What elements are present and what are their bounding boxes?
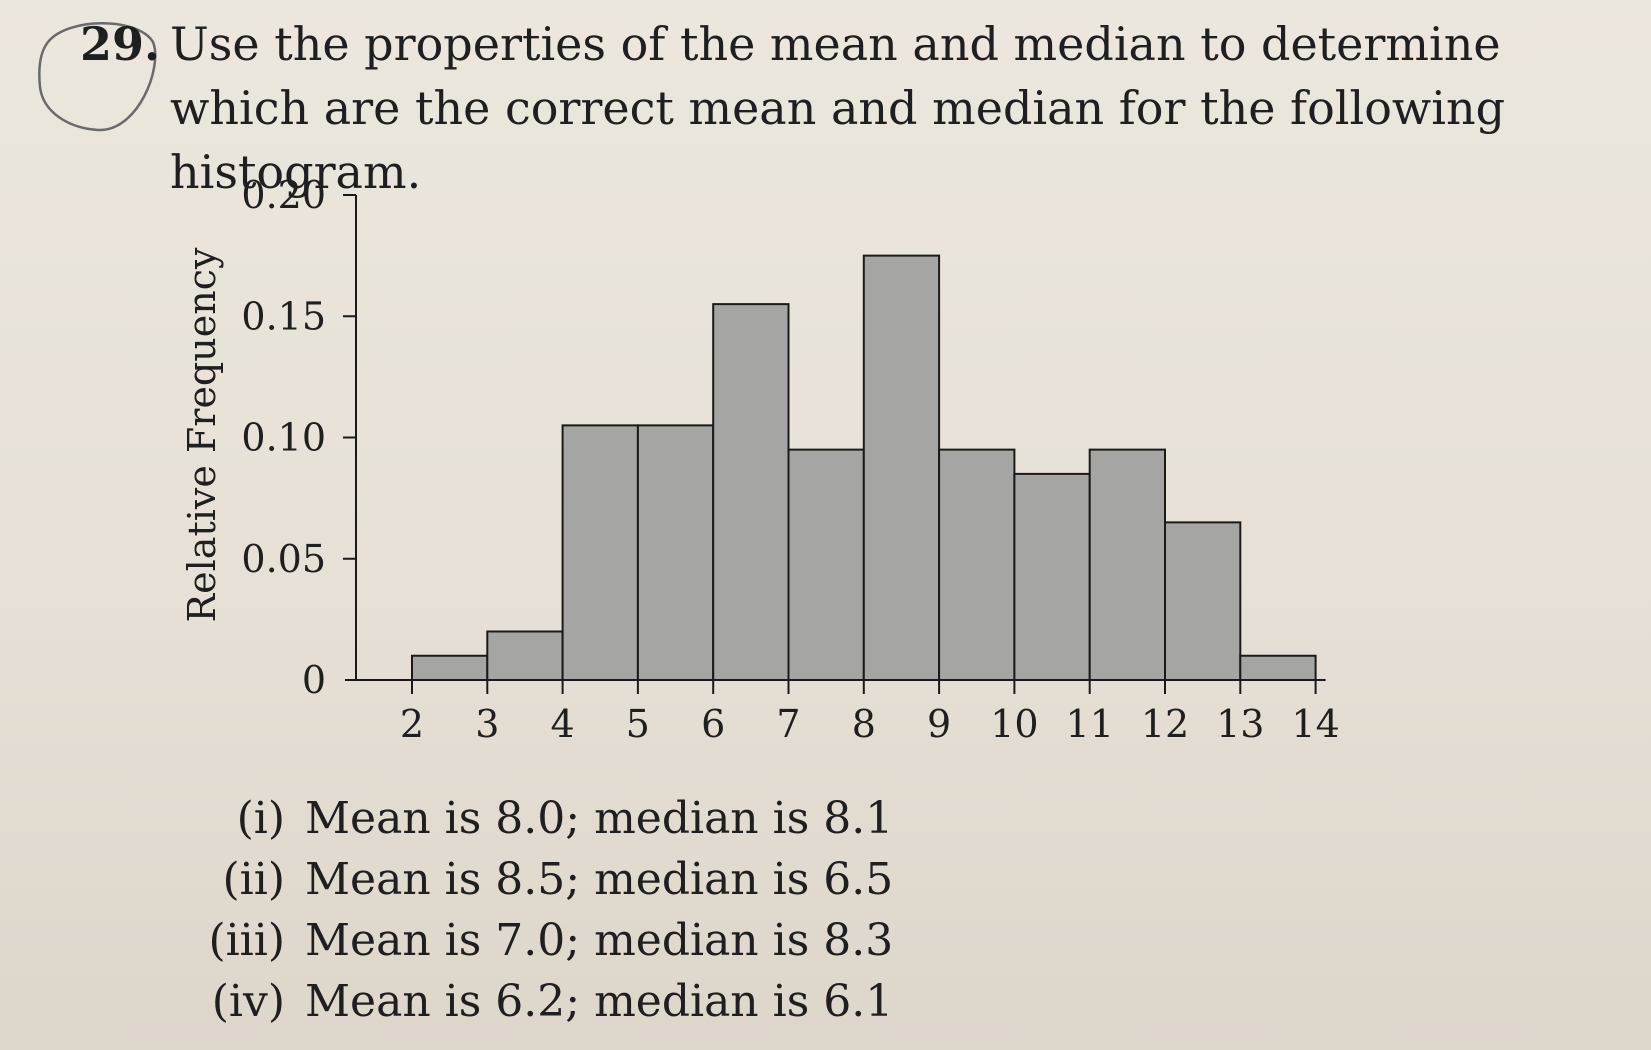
histogram-bars	[411, 254, 1317, 681]
histogram-bar-4-5	[561, 424, 639, 681]
y-tick-label: 0.15	[241, 294, 326, 338]
histogram-bar-12-13	[1164, 521, 1242, 681]
y-tick-label: 0.05	[241, 537, 326, 581]
x-tick-label: 5	[626, 702, 650, 746]
option-text: Mean is 8.0; median is 8.1	[305, 793, 894, 844]
y-tick-label: 0.10	[241, 416, 326, 460]
option-text: Mean is 6.2; median is 6.1	[305, 976, 894, 1027]
histogram-bar-7-8	[787, 448, 865, 681]
chart-axes	[343, 194, 1326, 694]
question-text: Use the properties of the mean and media…	[170, 17, 1506, 199]
histogram-bar-6-7	[712, 303, 790, 681]
option-label: (ii)	[222, 854, 285, 905]
option-label: (i)	[236, 793, 285, 844]
y-tick-label: 0	[302, 658, 326, 702]
x-tick-label: 12	[1141, 702, 1189, 746]
pencil-circle-mark	[38, 22, 157, 132]
question-number: 29.	[80, 17, 161, 71]
x-tick-label: 6	[701, 702, 725, 746]
chart-labels: 0 0.05 0.10 0.15 0.20 2 3 4 5 6 7 8 9 10 11 12 13 14 Relat…	[180, 173, 1340, 746]
option-text: Mean is 8.5; median is 6.5	[305, 854, 894, 905]
x-tick-label: 13	[1216, 702, 1264, 746]
y-axis-label: Relative Frequency	[180, 247, 224, 622]
option-label: (iii)	[208, 915, 285, 966]
x-tick-label: 11	[1066, 702, 1114, 746]
x-tick-label: 2	[400, 702, 424, 746]
histogram-bar-13-14	[1239, 654, 1317, 681]
option-label: (iv)	[211, 976, 285, 1027]
histogram-bar-10-11	[1013, 472, 1091, 681]
x-tick-label: 4	[551, 702, 575, 746]
x-tick-label: 9	[927, 702, 951, 746]
y-tick-label: 0.20	[241, 173, 326, 217]
histogram-bar-2-3	[411, 654, 489, 681]
histogram-bar-8-9	[862, 254, 941, 681]
x-tick-label: 8	[852, 702, 876, 746]
x-tick-label: 10	[990, 702, 1038, 746]
histogram-bar-3-4	[486, 630, 564, 681]
option-text: Mean is 7.0; median is 8.3	[305, 915, 894, 966]
histogram-bar-11-12	[1088, 448, 1166, 681]
x-tick-label: 14	[1291, 702, 1339, 746]
histogram-bar-9-10	[938, 448, 1016, 681]
x-tick-label: 3	[475, 702, 499, 746]
histogram-bar-5-6	[636, 424, 715, 681]
x-tick-label: 7	[776, 702, 800, 746]
